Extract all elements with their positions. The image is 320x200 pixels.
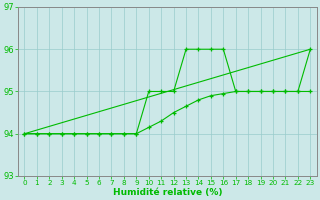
X-axis label: Humidité relative (%): Humidité relative (%): [113, 188, 222, 197]
